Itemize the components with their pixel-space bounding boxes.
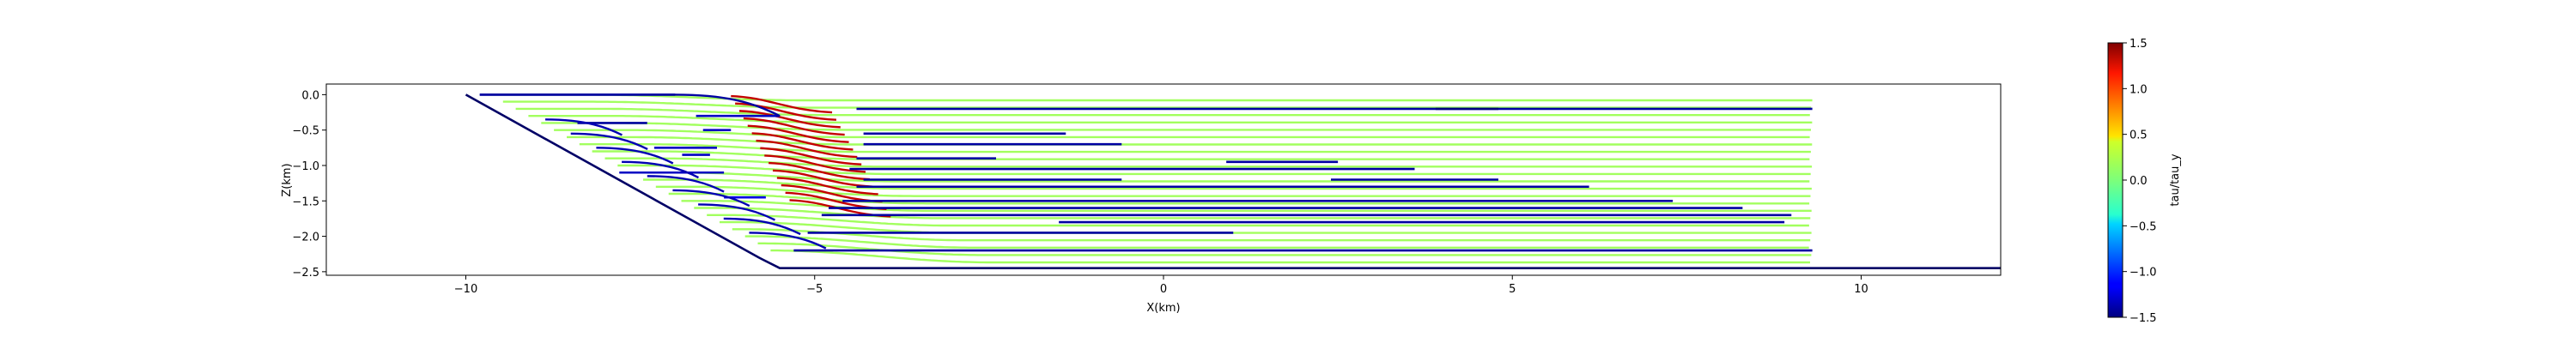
streamline <box>502 100 1812 109</box>
high-stress-streamline <box>731 94 833 114</box>
low-stress-streamline <box>723 217 801 236</box>
streamline <box>605 157 1813 168</box>
high-stress-streamline <box>776 177 878 196</box>
colorbar-tick-label: −1.0 <box>2129 267 2157 280</box>
streamline <box>489 93 1813 102</box>
streamline <box>515 107 1810 117</box>
high-stress-streamline <box>756 139 858 159</box>
streamline <box>579 142 1811 153</box>
top-streamline <box>479 93 781 117</box>
plot-frame <box>325 83 2002 276</box>
colorbar-tick-label: 0.5 <box>2129 129 2148 142</box>
streamline <box>720 220 1812 234</box>
high-stress-streamline <box>760 147 862 165</box>
y-axis: 0.0 −0.5 −1.0 −1.5 −2.0 −2.5 <box>292 89 326 280</box>
streamline <box>554 129 1810 139</box>
y-tick-label: 0.0 <box>301 89 319 102</box>
streamline <box>732 228 1811 242</box>
streamline <box>567 135 1813 146</box>
high-stress-streamline <box>735 102 836 121</box>
colorbar: 1.5 1.0 0.5 0.0 −0.5 −1.0 −1.5 tau/tau_y <box>2107 38 2182 325</box>
low-stress-streamline <box>545 118 623 136</box>
low-stress-streamline <box>647 175 725 193</box>
low-stress-streamline <box>749 232 827 250</box>
streamline <box>655 185 1811 197</box>
x-tick-label: 10 <box>1854 283 1868 296</box>
low-stress-streamline <box>672 189 750 208</box>
plot-area <box>465 93 2001 270</box>
low-stress-streamline <box>622 160 699 179</box>
colorbar-label: tau/tau_y <box>2169 153 2182 206</box>
colorbar-tick-label: −1.5 <box>2129 312 2157 325</box>
y-tick-label: −2.0 <box>292 232 319 244</box>
colorbar-tick-label: 1.0 <box>2129 83 2148 96</box>
y-axis-label: Z(km) <box>281 163 294 196</box>
streamline <box>541 122 1811 131</box>
x-tick-label: −5 <box>806 283 823 296</box>
y-tick-label: −0.5 <box>292 125 319 138</box>
streamline <box>592 150 1810 160</box>
y-tick-label: −2.5 <box>292 267 319 280</box>
streamline <box>528 114 1813 124</box>
streamline <box>744 235 1809 249</box>
x-tick-label: −10 <box>454 283 477 296</box>
high-stress-streamline <box>764 154 866 173</box>
x-axis: −10 −5 0 5 10 <box>454 275 1868 296</box>
colorbar-ticks: 1.5 1.0 0.5 0.0 −0.5 −1.0 −1.5 <box>2123 38 2157 325</box>
x-tick-label: 5 <box>1509 283 1516 296</box>
high-stress-streamline <box>747 124 849 143</box>
streamline <box>643 178 1812 190</box>
low-stress-streamline <box>698 203 776 221</box>
x-axis-label: X(km) <box>1146 302 1180 315</box>
streamline <box>770 249 1810 264</box>
high-stress-streamline <box>738 110 841 129</box>
colorbar-gradient <box>2107 42 2123 318</box>
streamline <box>757 242 1812 256</box>
streamline <box>707 214 1809 227</box>
colorbar-tick-label: −0.5 <box>2129 220 2157 233</box>
low-stress-streamline <box>596 147 674 165</box>
streamline <box>681 200 1812 213</box>
y-tick-label: −1.5 <box>292 196 319 208</box>
high-stress-streamline <box>743 117 845 136</box>
colorbar-tick-label: 0.0 <box>2129 175 2148 188</box>
colorbar-tick-label: 1.5 <box>2129 38 2148 51</box>
high-stress-streamline <box>769 161 870 181</box>
slope-boundary <box>465 93 2001 270</box>
high-stress-streamline <box>751 132 854 151</box>
y-tick-label: −1.0 <box>292 160 319 173</box>
low-stress-streamline <box>570 132 648 151</box>
x-tick-label: 0 <box>1160 283 1167 296</box>
